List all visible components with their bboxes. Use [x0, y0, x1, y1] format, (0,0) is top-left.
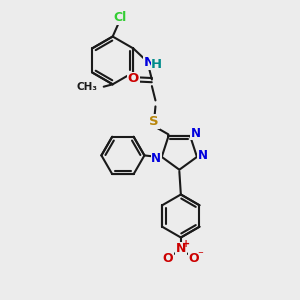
Text: Cl: Cl — [113, 11, 127, 24]
Text: CH₃: CH₃ — [77, 82, 98, 92]
Text: N: N — [198, 149, 208, 162]
Text: N: N — [176, 242, 186, 255]
Text: O: O — [189, 252, 199, 265]
Text: H: H — [151, 58, 162, 70]
Text: ⁻: ⁻ — [197, 250, 203, 260]
Text: +: + — [182, 239, 190, 249]
Text: O: O — [128, 72, 139, 86]
Text: O: O — [162, 252, 173, 265]
Text: S: S — [149, 115, 159, 128]
Text: N: N — [152, 152, 161, 165]
Text: N: N — [190, 127, 201, 140]
Text: N: N — [143, 56, 155, 69]
